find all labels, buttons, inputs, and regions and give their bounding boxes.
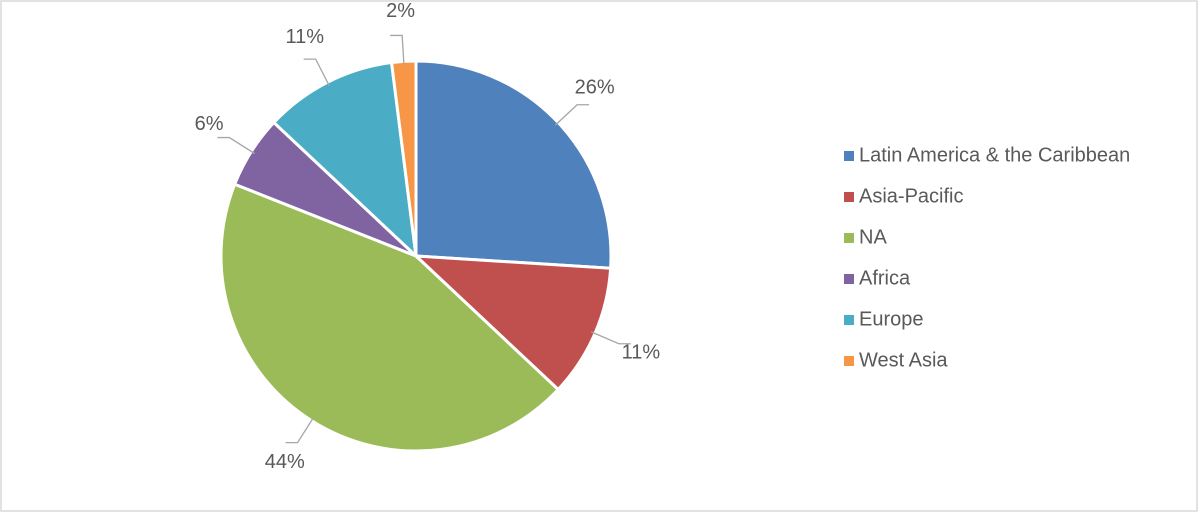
legend-label: Africa [859, 267, 911, 289]
legend-label: West Asia [859, 349, 948, 371]
leader-line [554, 104, 590, 126]
data-label: 11% [285, 26, 324, 48]
legend-swatch [844, 274, 854, 284]
leader-line [591, 331, 631, 345]
legend-label: NA [859, 226, 887, 248]
legend-swatch [844, 315, 854, 325]
legend-swatch [844, 356, 854, 366]
legend-swatch [844, 233, 854, 243]
leader-line [390, 34, 405, 66]
data-label: 6% [195, 113, 224, 135]
leader-line [285, 416, 315, 444]
data-label: 11% [622, 342, 661, 364]
legend-label: Latin America & the Caribbean [859, 144, 1130, 166]
data-label: 26% [575, 77, 615, 99]
leader-line [217, 136, 256, 155]
legend-swatch [844, 151, 854, 161]
legend-swatch [844, 192, 854, 202]
data-label: 2% [386, 0, 415, 22]
leader-line [303, 58, 330, 87]
legend-label: Asia-Pacific [859, 185, 963, 207]
data-label: 44% [265, 451, 305, 473]
legend-label: Europe [859, 308, 924, 330]
